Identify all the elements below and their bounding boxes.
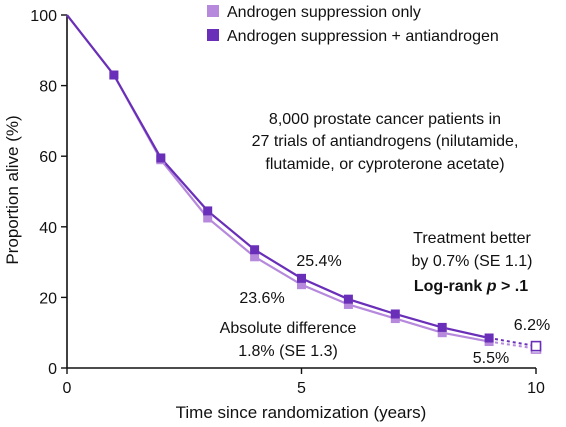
series-extrapolation-1 (488, 340, 537, 350)
y-tick-label: 0 (48, 361, 57, 378)
series-2-point (390, 309, 400, 319)
series-1-point (390, 314, 400, 324)
study-note-line-1: 8,000 prostate cancer patients in (269, 111, 501, 128)
series-line-2 (66, 14, 490, 340)
series-1-point (203, 213, 213, 223)
series-2-point (437, 322, 447, 332)
abs-diff-line-2: 1.8% (SE 1.3) (238, 343, 338, 360)
x-axis-label: Time since randomization (years) (176, 403, 427, 422)
treatment-line-1: Treatment better (413, 230, 531, 247)
x-tick-label: 10 (527, 380, 545, 397)
legend-swatch-series-1 (207, 5, 219, 17)
abs-diff-line-1: Absolute difference (220, 320, 357, 337)
legend-label-series-2: Androgen suppression + antiandrogen (227, 28, 499, 45)
treatment-line-2: by 0.7% (SE 1.1) (412, 253, 533, 270)
series-2-point (343, 294, 353, 304)
label-23-6: 23.6% (239, 290, 284, 307)
series-2-point (109, 70, 119, 80)
label-6-2: 6.2% (514, 317, 550, 334)
series-extrapolation-2 (488, 337, 537, 348)
series-2-point (156, 153, 166, 163)
legend-swatch-series-2 (207, 29, 219, 41)
y-tick-label: 60 (39, 149, 57, 166)
study-note: 8,000 prostate cancer patients in 27 tri… (252, 111, 519, 173)
series-layer (66, 14, 542, 354)
y-axis-label: Proportion alive (%) (3, 115, 22, 264)
series-2-point (203, 206, 213, 216)
y-tick-label: 100 (30, 8, 57, 25)
y-ticks: 0 20 40 60 80 100 (30, 8, 67, 378)
label-5-5: 5.5% (473, 350, 509, 367)
logrank-text: Log-rank p > .1 (414, 278, 528, 295)
series-2-point (250, 245, 260, 255)
logrank-suffix: > .1 (497, 278, 529, 295)
study-note-line-3: flutamide, or cyproterone acetate) (265, 156, 504, 173)
study-note-line-2: 27 trials of antiandrogens (nilutamide, (252, 133, 519, 150)
y-tick-label: 20 (39, 290, 57, 307)
series-2-point (484, 333, 494, 343)
series-2-endpoint (530, 340, 542, 352)
x-tick-label: 0 (63, 380, 72, 397)
logrank-prefix: Log-rank (414, 278, 487, 295)
series-1-point (437, 328, 447, 338)
series-1-point (343, 299, 353, 309)
legend: Androgen suppression only Androgen suppr… (207, 4, 499, 45)
x-ticks: 0 5 10 (63, 368, 545, 397)
label-25-4: 25.4% (296, 253, 341, 270)
series-2-point (297, 273, 306, 283)
series-1-point (297, 280, 306, 290)
y-tick-label: 80 (39, 79, 57, 96)
y-tick-label: 40 (39, 220, 57, 237)
x-tick-label: 5 (297, 380, 306, 397)
legend-label-series-1: Androgen suppression only (227, 4, 421, 21)
logrank-p: p (486, 278, 497, 295)
series-1-point (250, 252, 260, 262)
